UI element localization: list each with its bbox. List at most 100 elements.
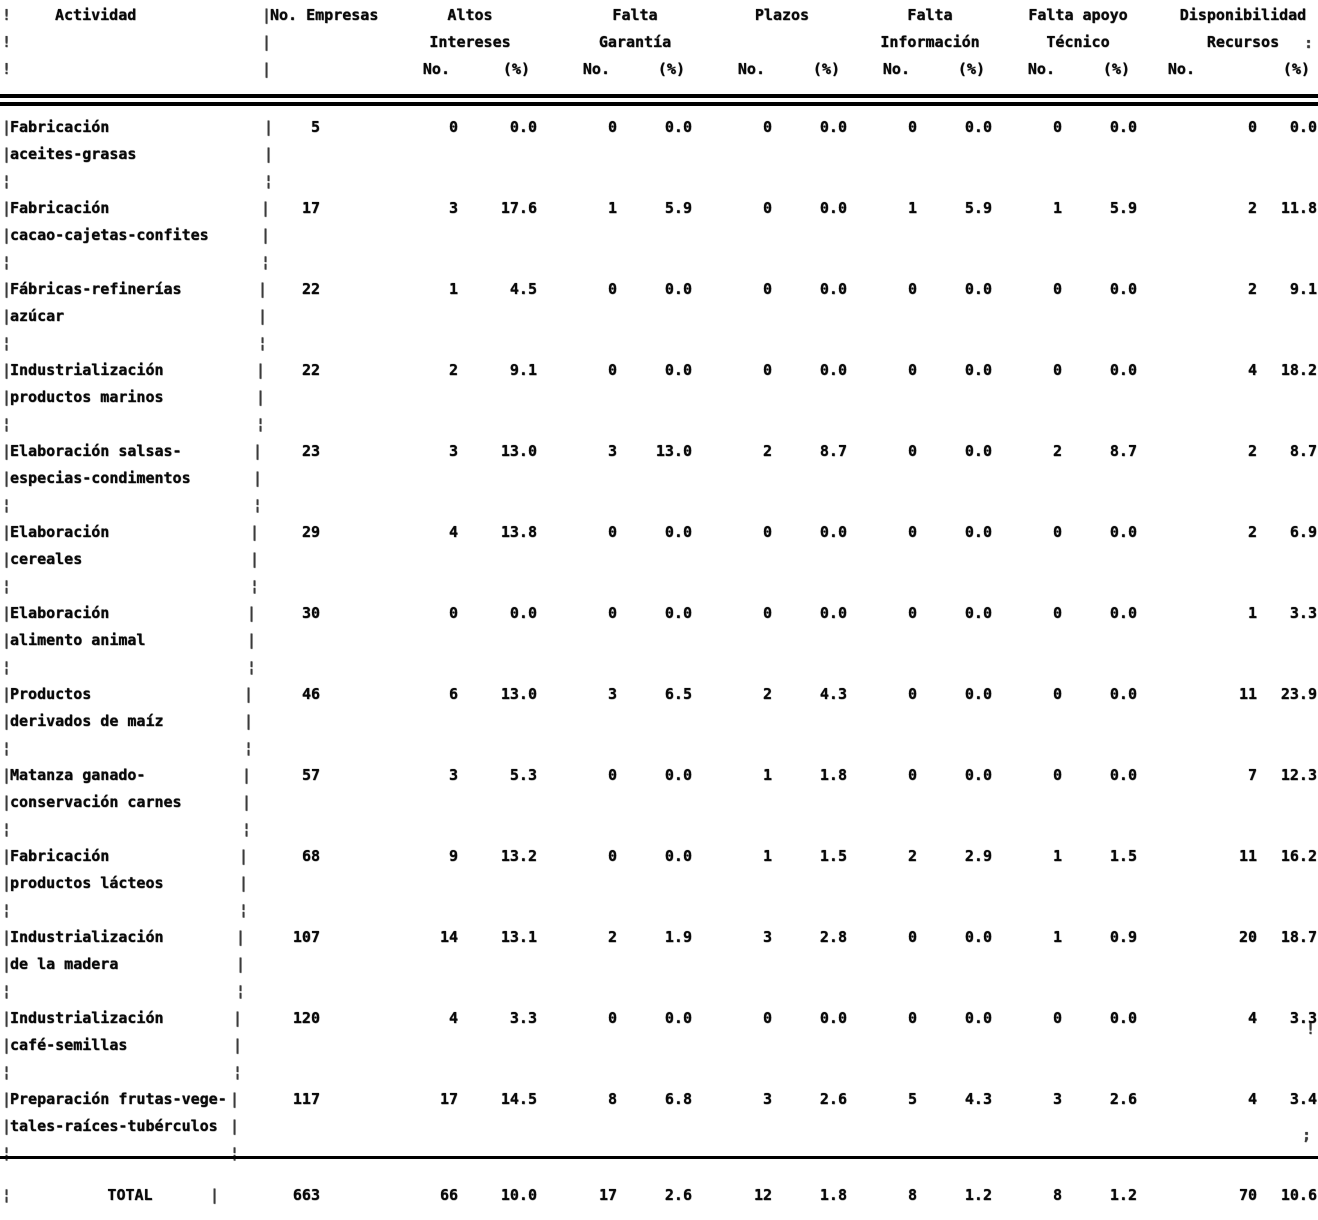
cell-pct: 0.0 bbox=[664, 361, 692, 379]
column-separator-bar: ¦ bbox=[256, 415, 266, 433]
cell-count: 0 bbox=[762, 361, 772, 379]
cell-count: 3 bbox=[448, 766, 458, 784]
cell-pct: 0.0 bbox=[664, 280, 692, 298]
cell-pct: 13.1 bbox=[500, 928, 537, 946]
cell-count: 0 bbox=[448, 118, 458, 136]
cell-count: 0 bbox=[607, 280, 617, 298]
margin-bar: ¦ bbox=[2, 415, 12, 433]
cell-count: 0 bbox=[1052, 604, 1062, 622]
cell-count: 1 bbox=[1052, 928, 1062, 946]
cell-pct: 0.0 bbox=[964, 604, 992, 622]
activity-label-line2: productos marinos bbox=[10, 388, 164, 406]
cell-pct: 9.1 bbox=[1289, 280, 1317, 298]
cell-count: 5 bbox=[907, 1090, 917, 1108]
margin-bar: | bbox=[2, 766, 12, 784]
cell-count: 4 bbox=[1247, 1009, 1257, 1027]
cell-count: 0 bbox=[1052, 523, 1062, 541]
cell-pct: 0.0 bbox=[819, 280, 847, 298]
cell-pct: 6.5 bbox=[664, 685, 692, 703]
activity-label-line1: Elaboración bbox=[10, 523, 110, 541]
margin-bar: | bbox=[2, 523, 12, 541]
cell-pct: 0.0 bbox=[1109, 280, 1137, 298]
cell-count: 0 bbox=[607, 118, 617, 136]
cell-count: 0 bbox=[907, 523, 917, 541]
activity-label-line2: productos lácteos bbox=[10, 874, 164, 892]
column-group-title: Disponibilidad bbox=[1179, 6, 1307, 24]
cell-pct: 0.0 bbox=[664, 847, 692, 865]
cell-pct: 13.2 bbox=[500, 847, 537, 865]
activity-label-line2: derivados de maíz bbox=[10, 712, 164, 730]
cell-count: 2 bbox=[448, 361, 458, 379]
cell-pct: 1.8 bbox=[819, 766, 847, 784]
cell-count: 0 bbox=[1052, 118, 1062, 136]
cell-count: 1 bbox=[1247, 604, 1257, 622]
cell-count: 0 bbox=[762, 1009, 772, 1027]
activity-label-line2: azúcar bbox=[10, 307, 65, 325]
cell-pct: 0.0 bbox=[964, 766, 992, 784]
column-separator-bar: | bbox=[244, 712, 254, 730]
margin-bar: ! bbox=[2, 33, 12, 51]
subheader-pct: (%) bbox=[502, 60, 530, 78]
cell-count: 0 bbox=[1052, 685, 1062, 703]
cell-count: 0 bbox=[1052, 1009, 1062, 1027]
cell-pct: 0.0 bbox=[509, 604, 537, 622]
margin-bar: ¦ bbox=[2, 496, 12, 514]
column-separator-bar: ¦ bbox=[261, 253, 271, 271]
column-separator-bar: | bbox=[250, 523, 260, 541]
column-separator-bar: | bbox=[262, 33, 272, 51]
margin-bar: ! bbox=[2, 60, 12, 78]
cell-count: 14 bbox=[439, 928, 458, 946]
cell-count: 1 bbox=[762, 847, 772, 865]
cell-pct: 3.4 bbox=[1289, 1090, 1317, 1108]
subheader-pct: (%) bbox=[1102, 60, 1130, 78]
total-count: 8 bbox=[1052, 1186, 1062, 1204]
column-separator-bar: | bbox=[261, 226, 271, 244]
cell-count: 3 bbox=[1052, 1090, 1062, 1108]
cell-count: 0 bbox=[1247, 118, 1257, 136]
column-separator-bar: | bbox=[253, 469, 263, 487]
cell-pct: 0.0 bbox=[1109, 766, 1137, 784]
cell-pct: 5.3 bbox=[509, 766, 537, 784]
margin-bar: | bbox=[2, 226, 12, 244]
scan-artifact: ; bbox=[1302, 1126, 1312, 1144]
cell-pct: 1.5 bbox=[819, 847, 847, 865]
cell-pct: 0.0 bbox=[1109, 604, 1137, 622]
margin-bar: | bbox=[2, 928, 12, 946]
cell-count: 1 bbox=[907, 199, 917, 217]
cell-count: 3 bbox=[448, 199, 458, 217]
margin-bar: ¦ bbox=[2, 901, 12, 919]
cell-pct: 0.0 bbox=[964, 361, 992, 379]
cell-pct: 12.3 bbox=[1280, 766, 1317, 784]
cell-pct: 16.2 bbox=[1280, 847, 1317, 865]
cell-pct: 3.3 bbox=[509, 1009, 537, 1027]
margin-bar: | bbox=[2, 307, 12, 325]
margin-bar: ¦ bbox=[2, 253, 12, 271]
column-header-no-empresas: No. Empresas bbox=[270, 6, 379, 24]
cell-num-empresas: 17 bbox=[301, 199, 320, 217]
total-count: 70 bbox=[1238, 1186, 1257, 1204]
activity-label-line2: especias-condimentos bbox=[10, 469, 191, 487]
column-separator-bar: | bbox=[262, 6, 272, 24]
cell-pct: 3.3 bbox=[1289, 1009, 1317, 1027]
activity-label-line1: Matanza ganado- bbox=[10, 766, 146, 784]
margin-bar: ¦ bbox=[2, 820, 12, 838]
activity-label-line2: aceites-grasas bbox=[10, 145, 137, 163]
cell-count: 2 bbox=[1247, 199, 1257, 217]
cell-pct: 0.0 bbox=[964, 928, 992, 946]
cell-count: 0 bbox=[607, 1009, 617, 1027]
cell-pct: 0.0 bbox=[964, 1009, 992, 1027]
activity-label-line1: Fabricación bbox=[10, 199, 110, 217]
total-divider-rule bbox=[0, 1156, 1318, 1159]
cell-pct: 8.7 bbox=[819, 442, 847, 460]
column-separator-bar: ¦ bbox=[230, 1144, 240, 1162]
cell-count: 6 bbox=[448, 685, 458, 703]
cell-pct: 18.2 bbox=[1280, 361, 1317, 379]
cell-count: 2 bbox=[762, 685, 772, 703]
cell-pct: 8.7 bbox=[1109, 442, 1137, 460]
margin-bar: | bbox=[2, 1117, 12, 1135]
cell-count: 0 bbox=[607, 847, 617, 865]
total-pct: 2.6 bbox=[664, 1186, 692, 1204]
cell-pct: 0.9 bbox=[1109, 928, 1137, 946]
cell-count: 0 bbox=[762, 118, 772, 136]
cell-pct: 5.9 bbox=[1109, 199, 1137, 217]
